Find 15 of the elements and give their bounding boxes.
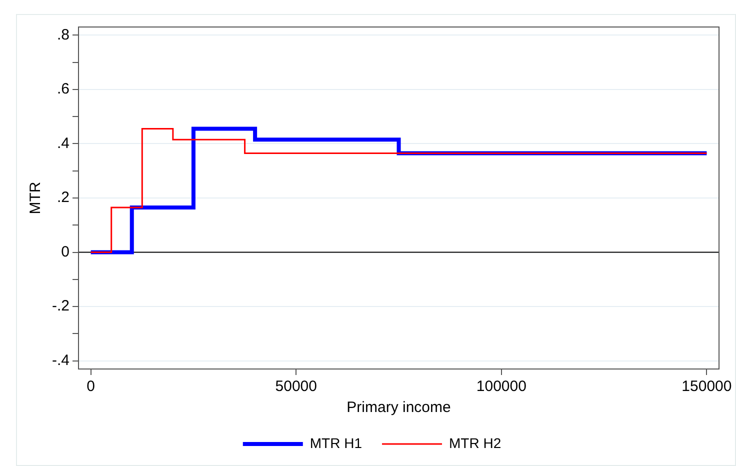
- x-tick-label: 0: [86, 378, 95, 396]
- x-axis-title: Primary income: [346, 399, 451, 416]
- y-tick-label: .6: [56, 80, 70, 98]
- x-tick-label: 50000: [275, 378, 317, 396]
- x-tick-label: 100000: [476, 378, 526, 396]
- y-tick-label: -.2: [52, 298, 70, 315]
- legend-label: MTR H1: [310, 434, 362, 451]
- y-tick-label: .8: [56, 26, 70, 44]
- y-tick-label: .2: [56, 189, 70, 206]
- y-tick-label: 0: [61, 243, 70, 260]
- y-tick-label: -.4: [52, 352, 70, 369]
- y-tick-label: .4: [56, 134, 70, 152]
- x-tick-label: 150000: [682, 378, 732, 396]
- y-axis-title: MTR: [27, 182, 44, 214]
- legend-label: MTR H2: [449, 434, 502, 451]
